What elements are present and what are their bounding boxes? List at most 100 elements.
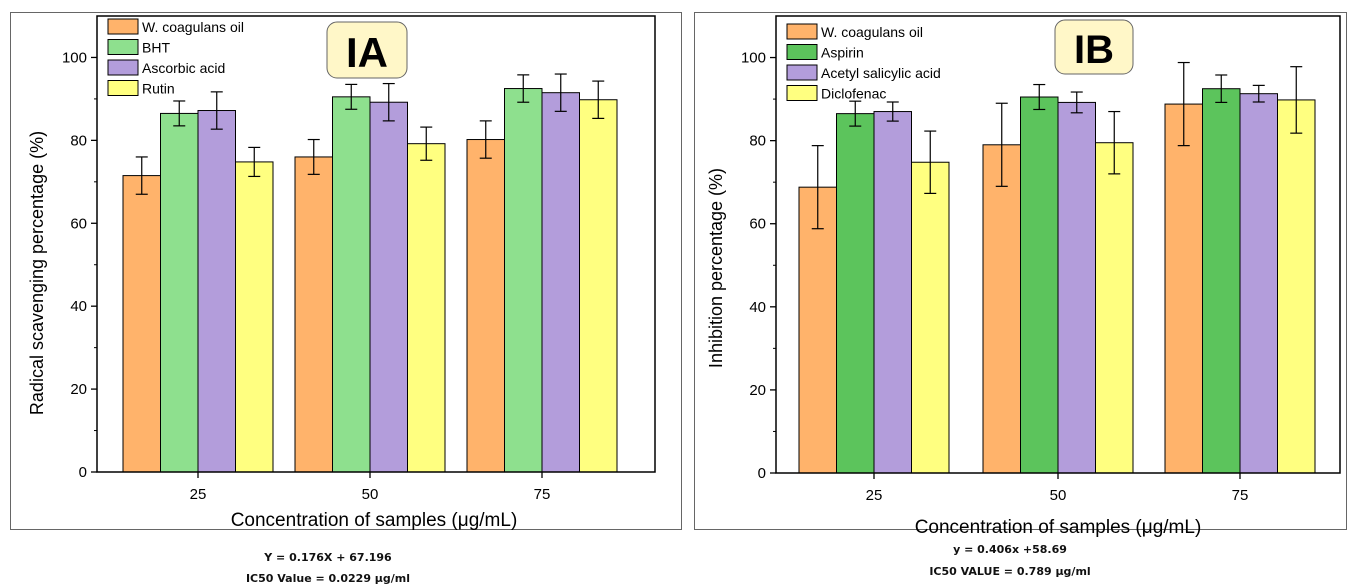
errorbar-ib-s2-c2 bbox=[1252, 84, 1265, 103]
legend-label-ib-0: W. coagulans oil bbox=[821, 24, 923, 40]
legend-swatch-ib-1 bbox=[786, 44, 818, 60]
bar-ia-s0-c2 bbox=[466, 139, 505, 473]
y-tick-label-ia-4: 80 bbox=[70, 132, 87, 149]
legend-label-ib-2: Acetyl salicylic acid bbox=[821, 65, 941, 81]
errorbar-ia-s3-c1 bbox=[420, 126, 433, 161]
errorbar-ia-s1-c2 bbox=[517, 74, 530, 103]
y-tick-label-ia-3: 60 bbox=[70, 215, 87, 232]
legend-swatch-ib-2 bbox=[786, 64, 818, 81]
bar-ia-s2-c2 bbox=[541, 92, 580, 473]
badge-ia: IA bbox=[326, 21, 408, 79]
errorbar-ia-s2-c1 bbox=[382, 82, 395, 122]
errorbar-ib-s0-c1 bbox=[995, 102, 1008, 187]
legend-label-ia-2: Ascorbic acid bbox=[142, 60, 225, 76]
legend-swatch-ia-0 bbox=[107, 18, 139, 35]
xticks-ia: 25 50 75 bbox=[190, 472, 551, 503]
x-axis-label-ia: Concentration of samples (μg/mL) bbox=[231, 510, 518, 531]
x-tick-label-ia-0: 25 bbox=[190, 486, 207, 503]
legend-swatch-ib-0 bbox=[786, 23, 818, 40]
x-tick-label-ib-1: 50 bbox=[1050, 487, 1067, 504]
errorbar-ia-s2-c2 bbox=[554, 73, 567, 112]
bar-ib-s1-c1 bbox=[1020, 96, 1059, 474]
legend-swatch-ia-2 bbox=[107, 59, 139, 76]
errorbar-ia-s3-c2 bbox=[592, 80, 605, 119]
bar-ia-s2-c0 bbox=[197, 110, 236, 473]
y-tick-label-ia-2: 40 bbox=[70, 298, 87, 315]
errorbar-ia-s3-c0 bbox=[248, 146, 261, 178]
y-tick-label-ib-1: 20 bbox=[749, 382, 766, 399]
equation-ia: Y = 0.176X + 67.196 bbox=[263, 551, 392, 564]
bar-ib-s3-c2 bbox=[1277, 99, 1316, 474]
errorbar-ib-s2-c1 bbox=[1070, 91, 1083, 114]
errorbar-ib-s3-c1 bbox=[1108, 110, 1121, 175]
errorbar-ia-s1-c1 bbox=[345, 83, 358, 110]
bar-ib-s2-c1 bbox=[1057, 101, 1096, 474]
errorbar-ib-s1-c2 bbox=[1215, 74, 1228, 104]
errorbars-ia bbox=[135, 73, 605, 195]
plot-frame-ia bbox=[96, 15, 656, 473]
errorbar-ib-s1-c1 bbox=[1033, 83, 1046, 111]
errorbars-ib bbox=[811, 61, 1303, 230]
errorbar-ib-s0-c0 bbox=[811, 145, 824, 230]
x-axis-label-ib: Concentration of samples (μg/mL) bbox=[915, 517, 1202, 538]
bar-ib-s0-c0 bbox=[798, 186, 837, 474]
legend-label-ib-1: Aspirin bbox=[821, 45, 864, 61]
y-axis-label-ib: Inhibition percentage (%) bbox=[706, 168, 726, 368]
bars-ia bbox=[122, 88, 618, 473]
errorbar-ia-s1-c0 bbox=[173, 100, 186, 127]
legend-swatch-ib-3 bbox=[786, 85, 818, 101]
bar-ia-s3-c0 bbox=[235, 161, 274, 473]
badge-ib: IB bbox=[1054, 19, 1134, 75]
errorbar-ib-s3-c2 bbox=[1290, 66, 1303, 134]
bar-ib-s3-c0 bbox=[911, 161, 950, 474]
x-tick-label-ia-2: 75 bbox=[534, 486, 551, 503]
errorbar-ia-s0-c1 bbox=[307, 138, 320, 175]
bar-ia-s3-c2 bbox=[579, 99, 618, 473]
errorbar-ia-s0-c0 bbox=[135, 156, 148, 195]
y-tick-label-ib-2: 40 bbox=[749, 299, 766, 316]
yticks-ib: 0 20 40 60 80 100 bbox=[741, 50, 776, 482]
bar-ia-s1-c0 bbox=[160, 112, 199, 473]
xticks-ib: 25 50 75 bbox=[866, 473, 1249, 504]
axes-ia bbox=[96, 15, 656, 473]
chart-ia: 0 20 40 60 80 100 25 50 75 W. coagulans oil BHT A… bbox=[27, 15, 656, 585]
badge-ib-text: IB bbox=[1074, 28, 1114, 72]
x-tick-label-ib-0: 25 bbox=[866, 487, 883, 504]
y-tick-label-ia-5: 100 bbox=[62, 49, 87, 66]
legend-ib: W. coagulans oil Aspirin Acetyl salicylic … bbox=[786, 23, 941, 102]
badge-ia-text: IA bbox=[346, 29, 388, 76]
y-tick-label-ia-1: 20 bbox=[70, 381, 87, 398]
y-tick-label-ib-4: 80 bbox=[749, 133, 766, 150]
x-tick-label-ia-1: 50 bbox=[362, 486, 379, 503]
bar-ia-s1-c2 bbox=[504, 88, 543, 473]
bar-ia-s0-c0 bbox=[122, 175, 161, 473]
legend-swatch-ia-1 bbox=[107, 39, 139, 55]
bars-ib bbox=[798, 88, 1316, 474]
errorbar-ib-s2-c0 bbox=[886, 101, 899, 122]
bar-ib-s3-c1 bbox=[1095, 142, 1134, 474]
ic50-ia: IC50 Value = 0.0229 μg/ml bbox=[246, 572, 410, 585]
bar-ib-s1-c2 bbox=[1202, 88, 1241, 474]
errorbar-ia-s2-c0 bbox=[210, 91, 223, 130]
bar-ib-s2-c2 bbox=[1239, 93, 1278, 474]
y-axis-label-ia: Radical scavenging percentage (%) bbox=[27, 131, 47, 415]
bar-ib-s0-c1 bbox=[982, 144, 1021, 474]
bar-ia-s2-c1 bbox=[369, 101, 408, 473]
errorbar-ib-s3-c0 bbox=[924, 130, 937, 194]
errorbar-ib-s1-c0 bbox=[849, 100, 862, 127]
equation-ib: y = 0.406x +58.69 bbox=[953, 543, 1067, 556]
yticks-ia: 0 20 40 60 80 100 bbox=[62, 49, 97, 481]
errorbar-ia-s0-c2 bbox=[479, 120, 492, 159]
y-tick-label-ia-0: 0 bbox=[79, 464, 87, 481]
legend-label-ia-1: BHT bbox=[142, 40, 170, 56]
y-tick-label-ib-3: 60 bbox=[749, 216, 766, 233]
legend-swatch-ia-3 bbox=[107, 80, 139, 96]
legend-label-ia-3: Rutin bbox=[142, 81, 175, 97]
errorbar-ib-s0-c2 bbox=[1177, 61, 1190, 147]
x-tick-label-ib-2: 75 bbox=[1232, 487, 1249, 504]
legend-label-ib-3: Diclofenac bbox=[821, 86, 886, 102]
y-tick-label-ib-0: 0 bbox=[758, 465, 766, 482]
legend-label-ia-0: W. coagulans oil bbox=[142, 19, 244, 35]
